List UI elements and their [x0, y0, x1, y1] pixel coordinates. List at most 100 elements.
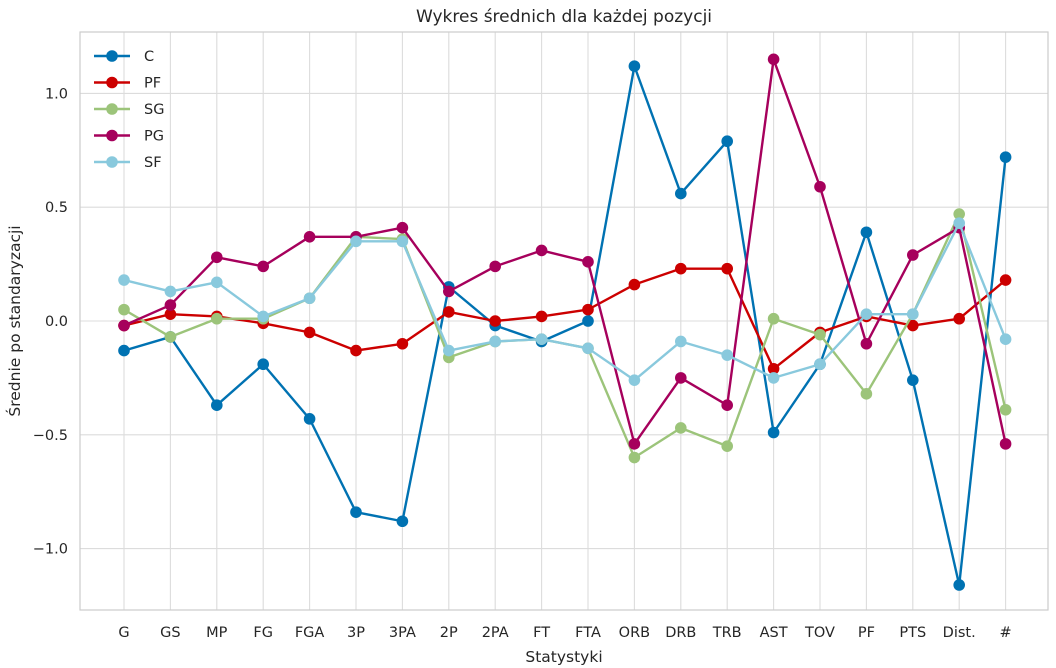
- legend-marker: [106, 156, 118, 168]
- data-point: [489, 335, 502, 348]
- data-point: [443, 285, 455, 298]
- legend-label: C: [144, 49, 154, 65]
- data-point: [211, 276, 223, 289]
- y-tick-label: −0.5: [33, 428, 68, 444]
- data-point: [303, 292, 316, 305]
- data-point: [118, 274, 130, 286]
- data-point: [443, 344, 455, 357]
- data-point: [303, 231, 316, 243]
- data-point: [907, 249, 919, 261]
- data-point: [257, 310, 270, 323]
- series-pg: [118, 53, 1012, 450]
- data-point: [303, 326, 316, 339]
- data-point: [628, 60, 641, 72]
- data-point: [211, 312, 223, 325]
- data-point: [953, 217, 965, 229]
- y-tick-label: 0.5: [45, 200, 68, 216]
- series-layer: [118, 53, 1012, 591]
- legend-marker: [106, 50, 118, 62]
- data-point: [350, 344, 362, 357]
- data-point: [814, 328, 826, 341]
- data-point: [164, 299, 177, 311]
- data-point: [907, 374, 919, 386]
- x-tick-label: DRB: [665, 625, 696, 641]
- legend-label: SF: [144, 155, 162, 171]
- legend-label: SG: [144, 102, 164, 118]
- series-line-sf: [123, 221, 1007, 382]
- data-point: [257, 260, 270, 273]
- data-point: [953, 312, 965, 325]
- data-point: [350, 235, 362, 248]
- data-point: [582, 342, 594, 355]
- y-tick-label: 1.0: [45, 86, 68, 102]
- legend-label: PG: [144, 129, 164, 145]
- data-point: [675, 422, 687, 434]
- data-point: [860, 337, 873, 350]
- legend: C PF SG PG SF: [94, 49, 164, 171]
- data-point: [489, 260, 502, 273]
- data-point: [721, 399, 733, 411]
- data-point: [164, 331, 177, 343]
- data-point: [535, 333, 548, 346]
- data-point: [907, 308, 919, 320]
- x-tick-label: G: [118, 625, 129, 641]
- x-tick-label: FG: [253, 625, 273, 641]
- y-tick-label: −1.0: [33, 542, 68, 558]
- legend-marker: [106, 129, 118, 142]
- x-tick-label: TOV: [804, 625, 835, 641]
- data-point: [535, 244, 548, 257]
- data-point: [999, 438, 1012, 450]
- data-point: [628, 451, 641, 464]
- x-tick-label: 3P: [347, 625, 365, 641]
- data-point: [999, 333, 1012, 346]
- legend-item-pf: PF: [94, 76, 161, 92]
- data-point: [582, 256, 594, 268]
- x-tick-label: MP: [206, 625, 228, 641]
- data-point: [721, 135, 733, 148]
- data-point: [907, 319, 919, 332]
- legend-marker: [106, 76, 118, 89]
- plot-frame: [79, 31, 1049, 611]
- x-tick-label: 2PA: [482, 625, 509, 641]
- data-point: [489, 315, 502, 327]
- x-tick-labels: G GS MP FG FGA 3P 3PA 2P 2PA FT FTA ORB DRB TRB AST TOV…: [118, 625, 1011, 641]
- legend-item-sg: SG: [94, 102, 164, 118]
- data-point: [999, 151, 1012, 163]
- chart-title: Wykres średnich dla każdej pozycji: [416, 7, 712, 27]
- y-tick-labels: −1.0 −0.5 0.0 0.5 1.0: [33, 86, 68, 557]
- data-point: [860, 388, 873, 400]
- x-tick-label: 2P: [440, 625, 458, 641]
- data-point: [767, 372, 780, 384]
- data-point: [396, 221, 409, 234]
- x-tick-label: FT: [533, 625, 550, 641]
- data-point: [814, 180, 826, 193]
- data-point: [953, 579, 965, 591]
- data-point: [350, 506, 362, 518]
- data-point: [211, 251, 223, 264]
- x-tick-label: TRB: [712, 625, 742, 641]
- data-point: [767, 362, 780, 375]
- series-c: [118, 60, 1012, 591]
- data-point: [860, 308, 873, 320]
- data-point: [118, 344, 130, 357]
- legend-item-pg: PG: [94, 129, 164, 145]
- data-point: [257, 358, 270, 371]
- data-point: [303, 413, 316, 425]
- data-point: [999, 274, 1012, 286]
- data-point: [999, 403, 1012, 416]
- data-point: [396, 515, 409, 528]
- data-point: [396, 337, 409, 350]
- data-point: [396, 235, 409, 248]
- x-tick-label: FGA: [295, 625, 325, 641]
- data-point: [860, 226, 873, 239]
- data-point: [814, 358, 826, 371]
- x-tick-label: FTA: [575, 625, 601, 641]
- x-tick-label: PF: [858, 625, 875, 641]
- data-point: [767, 426, 780, 439]
- legend-item-sf: SF: [94, 155, 162, 171]
- x-tick-label: GS: [160, 625, 180, 641]
- data-point: [767, 53, 780, 66]
- x-tick-label: #: [1000, 625, 1012, 641]
- data-point: [118, 319, 130, 332]
